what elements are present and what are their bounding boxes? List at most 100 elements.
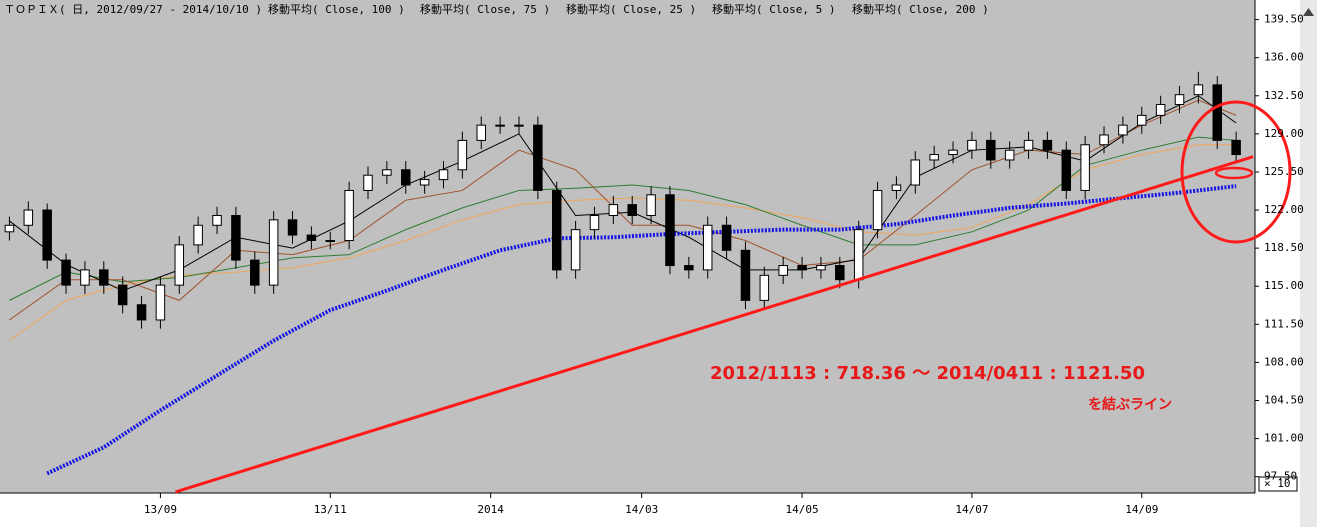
candle-body <box>23 209 34 226</box>
candle-body <box>1137 114 1147 126</box>
y-tick-label: 125.50 <box>1264 165 1304 178</box>
moving-average <box>9 136 1237 301</box>
candle-body <box>1174 94 1185 105</box>
candle-body <box>1061 149 1072 191</box>
legend-entry: 移動平均( Close, 200 ) <box>852 2 989 16</box>
candle-body <box>778 265 788 276</box>
candle-body <box>702 224 713 271</box>
candle-body <box>438 169 449 181</box>
x-tick-label: 13/11 <box>314 503 347 516</box>
candle-body <box>797 265 807 271</box>
candle-body <box>250 259 260 286</box>
candle-body <box>4 224 15 233</box>
candle-body <box>948 149 958 156</box>
candle-body <box>287 219 298 236</box>
candle-body <box>1080 144 1090 191</box>
x-tick-label: 13/09 <box>144 503 177 516</box>
candle-body <box>1042 139 1053 151</box>
candle-body <box>1099 134 1109 146</box>
scale-note: × 10 <box>1264 477 1291 490</box>
legend-entry: 移動平均( Close, 25 ) <box>566 2 696 16</box>
candle-body <box>42 209 52 261</box>
candle-body <box>967 139 977 151</box>
y-tick-label: 136.00 <box>1264 51 1304 64</box>
candle-body <box>401 169 411 186</box>
x-tick-label: 14/09 <box>1125 503 1158 516</box>
scale-box[interactable] <box>1258 476 1298 492</box>
candle-body <box>910 159 921 186</box>
x-tick-label: 14/05 <box>786 503 819 516</box>
candle-body <box>1231 139 1241 156</box>
candle-body <box>363 174 373 191</box>
y-tick-label: 132.50 <box>1264 89 1304 102</box>
candle-body <box>1004 149 1015 161</box>
scroll-arrow[interactable] <box>1303 8 1314 16</box>
candle-body <box>117 284 128 306</box>
legend-entry: 移動平均( Close, 5 ) <box>712 2 835 16</box>
candle-body <box>853 229 864 281</box>
x-tick-label: 14/03 <box>625 503 658 516</box>
candle-body <box>646 194 656 216</box>
y-tick-label: 104.50 <box>1264 393 1304 406</box>
candle-body <box>1193 84 1204 96</box>
y-tick-label: 115.00 <box>1264 279 1304 292</box>
candle-body <box>608 204 619 216</box>
candle-body <box>551 189 562 271</box>
y-tick-label: 101.00 <box>1264 432 1304 445</box>
candle-body <box>1155 103 1166 116</box>
highlight-ellipse <box>1180 100 1292 244</box>
candle-body <box>986 139 996 161</box>
candle-body <box>1023 139 1034 151</box>
candle-body <box>1118 124 1128 136</box>
y-tick-label: 111.50 <box>1264 317 1304 330</box>
candle-body <box>212 214 222 226</box>
candle-body <box>268 219 279 286</box>
candle-body <box>872 189 883 231</box>
candle-body <box>306 234 317 242</box>
x-tick-label: 14/07 <box>955 503 988 516</box>
candle-body <box>476 124 486 141</box>
plot-area <box>0 0 1255 493</box>
candle-body <box>382 169 392 176</box>
y-tick-label: 108.00 <box>1264 355 1304 368</box>
annotation: を結ぶライン <box>1088 396 1172 413</box>
marks <box>4 71 1254 494</box>
candle-body <box>721 224 732 251</box>
candle-body <box>759 274 770 301</box>
legend-entry: 移動平均( Close, 100 ) <box>268 2 405 16</box>
candle-body <box>627 204 637 216</box>
candle-body <box>740 249 751 301</box>
candle-body <box>99 269 109 286</box>
candle-body <box>193 224 203 246</box>
candle-body <box>684 265 694 271</box>
scrollbar[interactable] <box>1300 0 1317 527</box>
candle-body <box>665 194 675 267</box>
candle-body <box>61 259 71 286</box>
candle-body <box>495 124 505 127</box>
candle-body <box>891 184 902 191</box>
candle-body <box>835 265 845 281</box>
y-tick-label: 139.50 <box>1264 13 1304 26</box>
annotation: 2012/1113 : 718.36 ～ 2014/0411 : 1121.50 <box>710 363 1145 384</box>
candle-body <box>533 124 543 191</box>
y-tick-label: 97.50 <box>1264 470 1297 483</box>
y-tick-label: 122.00 <box>1264 203 1304 216</box>
candle-body <box>457 139 468 171</box>
candle-body <box>419 179 430 186</box>
candle-body <box>344 189 354 242</box>
x-tick-label: 2014 <box>477 503 504 516</box>
chart-title: ＴＯＰＩＸ( 日, 2012/09/27 - 2014/10/10 ) <box>4 3 262 16</box>
candle-body <box>136 304 147 321</box>
candle-body <box>155 284 166 321</box>
candle-body <box>816 265 826 271</box>
y-tick-label: 129.00 <box>1264 127 1304 140</box>
candle-body <box>929 154 939 161</box>
moving-average <box>46 184 1237 476</box>
y-tick-label: 118.50 <box>1264 241 1304 254</box>
candle-body <box>570 229 581 271</box>
highlight-ellipse-small <box>1214 166 1254 180</box>
trend-line <box>175 155 1254 494</box>
candle-body <box>231 214 241 261</box>
